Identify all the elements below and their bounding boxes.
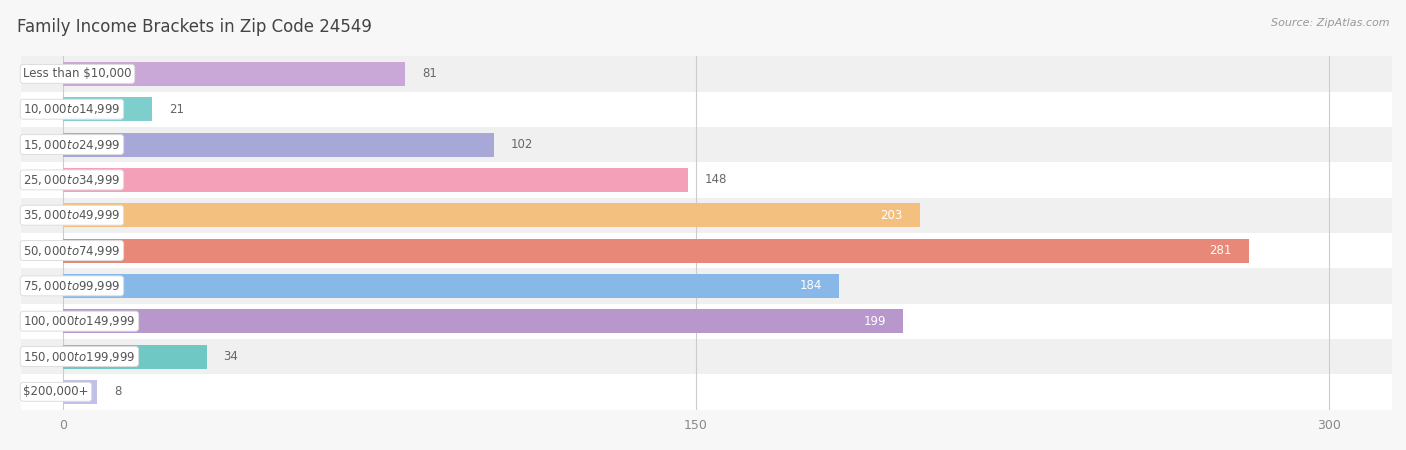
Bar bbox=[21, 268, 1392, 303]
Text: 81: 81 bbox=[422, 68, 437, 81]
Bar bbox=[21, 92, 1392, 127]
Text: 148: 148 bbox=[704, 173, 727, 186]
Bar bbox=[21, 162, 1392, 198]
Text: $75,000 to $99,999: $75,000 to $99,999 bbox=[24, 279, 121, 293]
Text: Less than $10,000: Less than $10,000 bbox=[24, 68, 132, 81]
Bar bbox=[21, 198, 1392, 233]
Text: 281: 281 bbox=[1209, 244, 1232, 257]
Text: 34: 34 bbox=[224, 350, 239, 363]
Bar bbox=[63, 203, 920, 227]
Text: $35,000 to $49,999: $35,000 to $49,999 bbox=[24, 208, 121, 222]
Bar bbox=[63, 133, 494, 157]
Bar bbox=[63, 97, 152, 121]
Bar bbox=[21, 303, 1392, 339]
Text: 184: 184 bbox=[800, 279, 823, 292]
Text: $15,000 to $24,999: $15,000 to $24,999 bbox=[24, 138, 121, 152]
Text: $10,000 to $14,999: $10,000 to $14,999 bbox=[24, 102, 121, 116]
Bar bbox=[21, 56, 1392, 92]
Text: $50,000 to $74,999: $50,000 to $74,999 bbox=[24, 243, 121, 257]
Bar bbox=[63, 168, 688, 192]
Bar bbox=[21, 374, 1392, 410]
Text: 203: 203 bbox=[880, 209, 903, 222]
Text: $150,000 to $199,999: $150,000 to $199,999 bbox=[24, 350, 135, 364]
Bar bbox=[63, 62, 405, 86]
Text: Source: ZipAtlas.com: Source: ZipAtlas.com bbox=[1271, 18, 1389, 28]
Bar bbox=[63, 274, 839, 298]
Bar bbox=[63, 238, 1249, 262]
Text: $100,000 to $149,999: $100,000 to $149,999 bbox=[24, 314, 135, 328]
Text: 102: 102 bbox=[510, 138, 533, 151]
Text: Family Income Brackets in Zip Code 24549: Family Income Brackets in Zip Code 24549 bbox=[17, 18, 371, 36]
Bar bbox=[21, 127, 1392, 162]
Text: 21: 21 bbox=[169, 103, 184, 116]
Bar bbox=[63, 380, 97, 404]
Bar bbox=[21, 233, 1392, 268]
Bar bbox=[63, 309, 903, 333]
Text: 199: 199 bbox=[863, 315, 886, 328]
Bar bbox=[63, 345, 207, 369]
Text: 8: 8 bbox=[114, 385, 121, 398]
Text: $200,000+: $200,000+ bbox=[24, 385, 89, 398]
Text: $25,000 to $34,999: $25,000 to $34,999 bbox=[24, 173, 121, 187]
Bar bbox=[21, 339, 1392, 374]
